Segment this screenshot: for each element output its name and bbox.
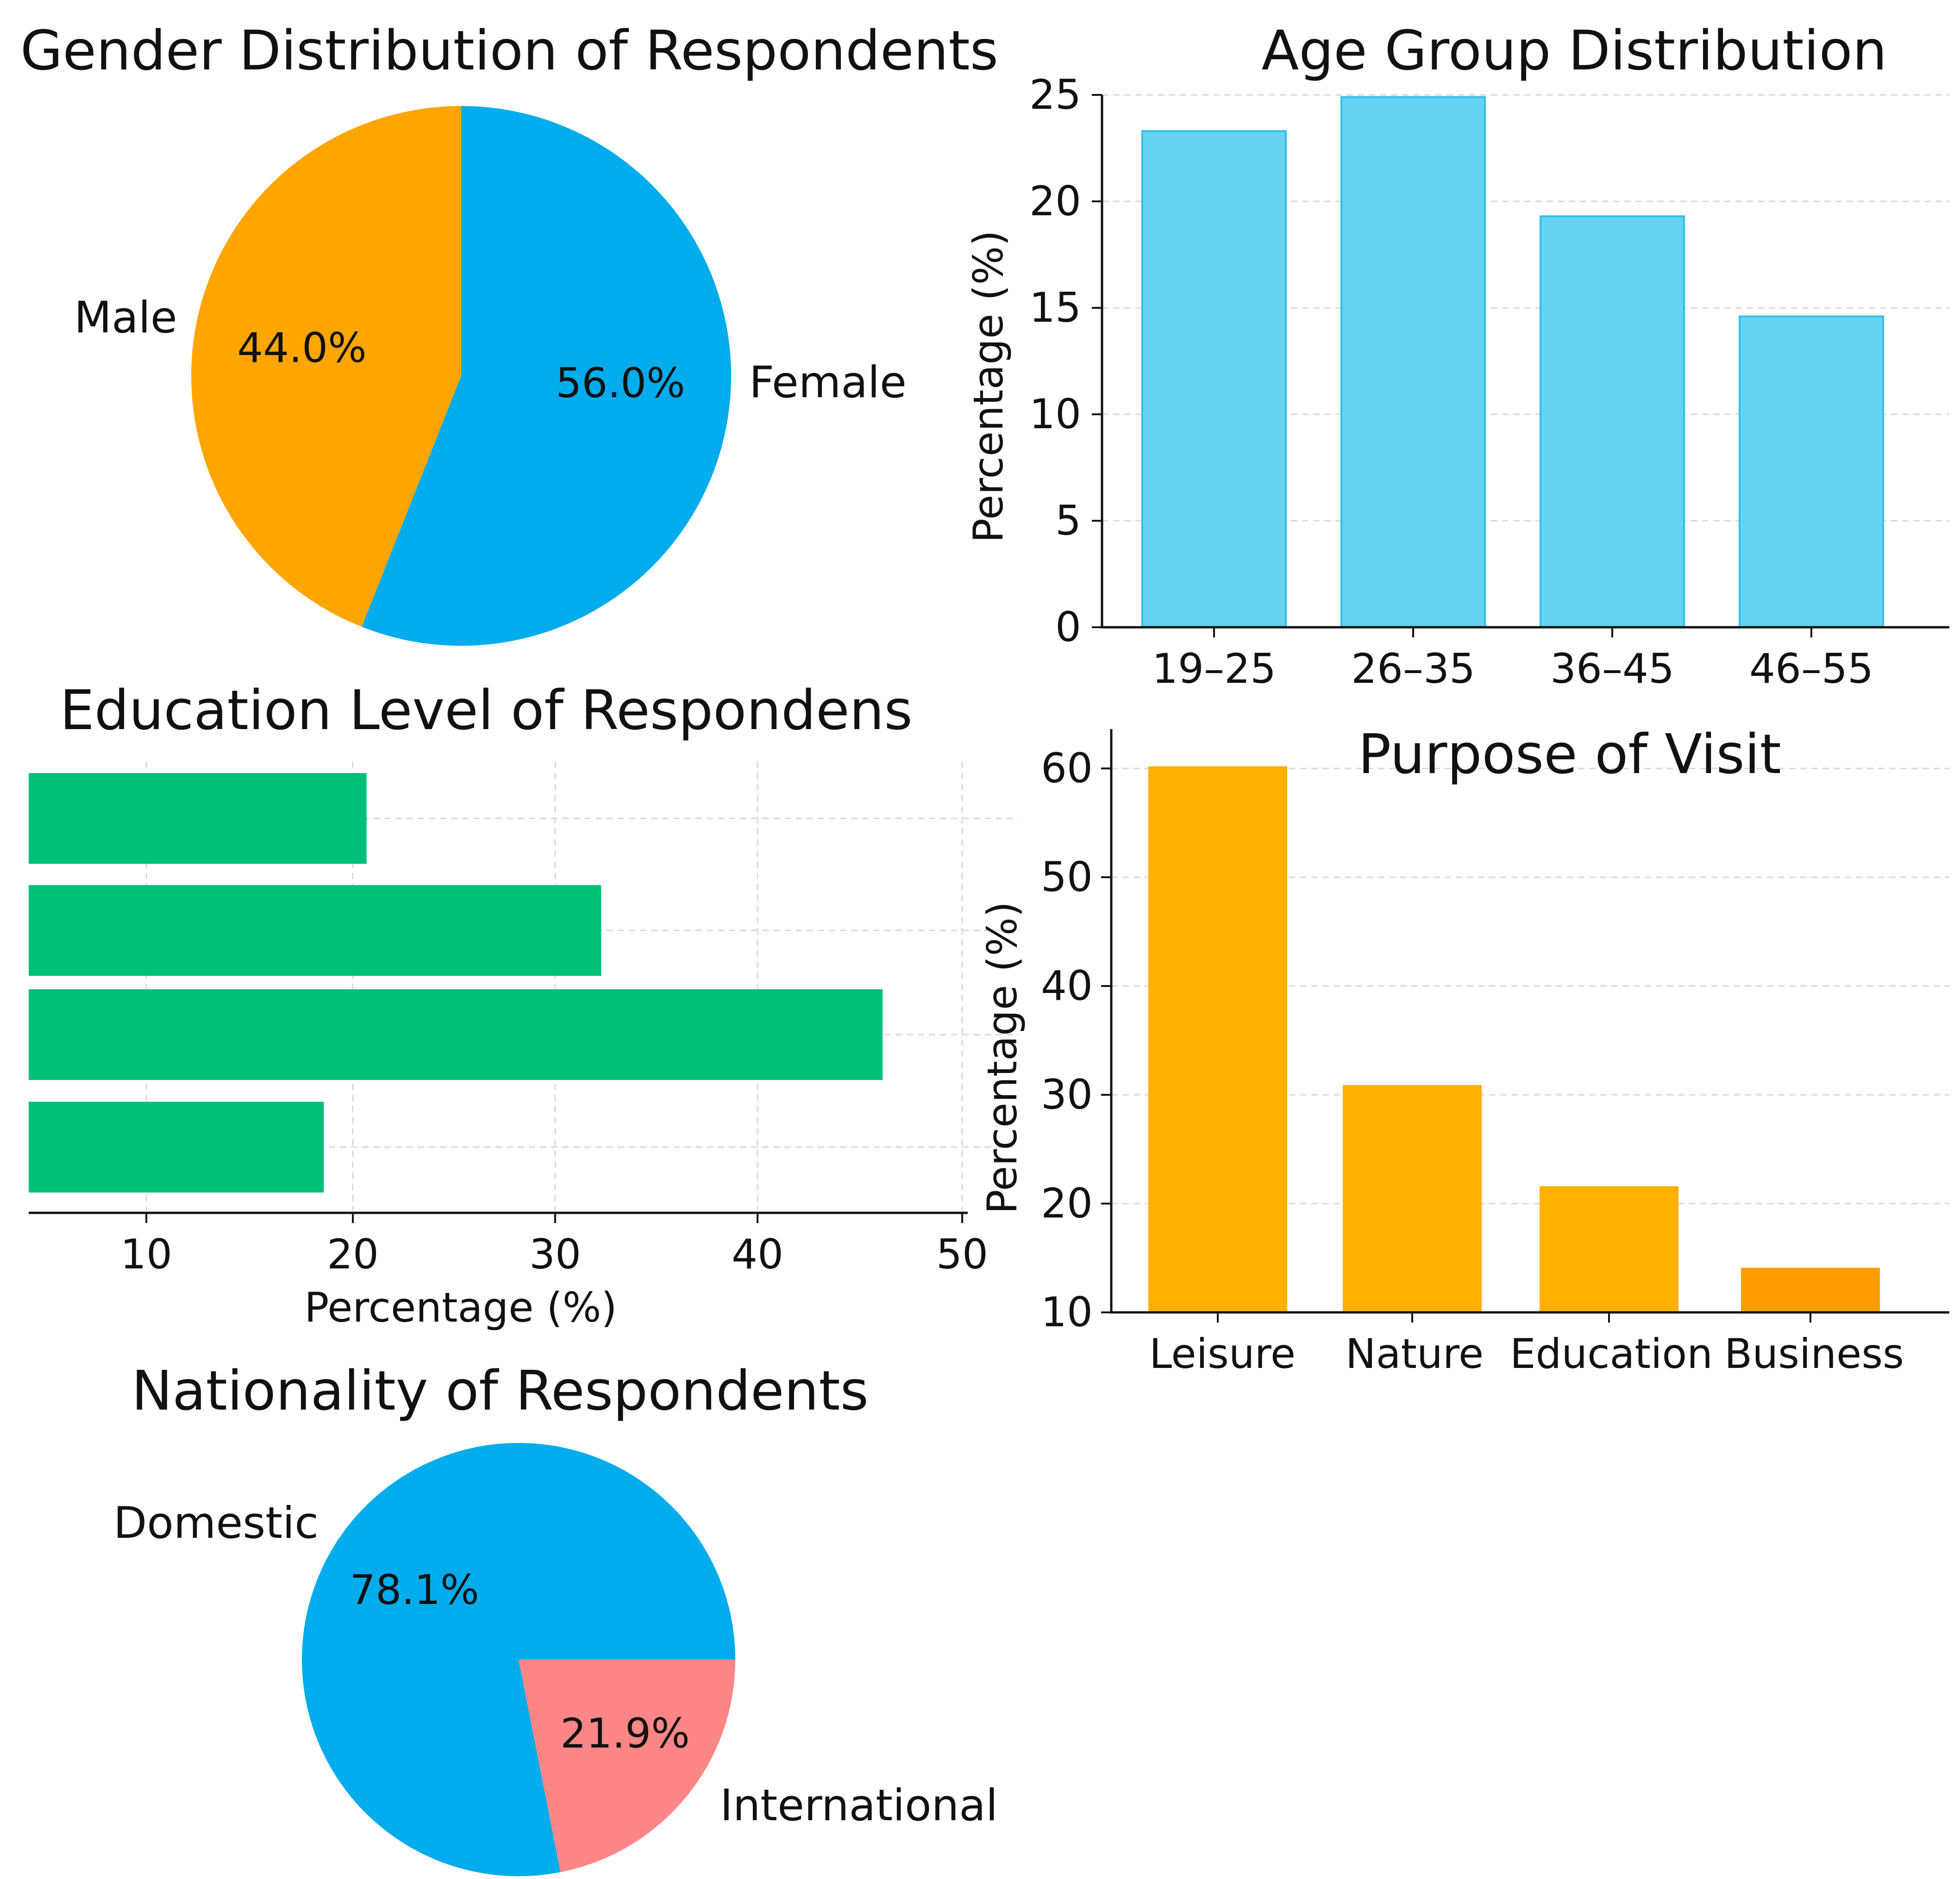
age-bar-46-55	[1739, 315, 1884, 628]
education-xtick-label: 40	[732, 1230, 783, 1278]
age-ytick-label: 5	[1055, 497, 1081, 544]
nationality-pie-chart: Nationality of Respondents Domestic Inte…	[113, 1359, 998, 1877]
pie-label-female: Female	[749, 357, 907, 408]
education-bar-3	[29, 989, 883, 1080]
purpose-ytick-label: 60	[1041, 744, 1093, 792]
age-y-ticks: 0 5 10 15 20 25	[1029, 71, 1102, 651]
education-bar-2	[29, 885, 601, 976]
gender-chart-title: Gender Distribution of Respondents	[20, 19, 998, 82]
pie-pct-domestic: 78.1%	[350, 1566, 479, 1614]
age-bar-36-45	[1540, 215, 1685, 628]
purpose-bar-chart: Purpose of Visit 10 20 30 40 50 60 Leisu…	[978, 722, 1949, 1378]
age-ytick-label: 0	[1055, 603, 1081, 651]
age-x-ticks: 19–25 26–35 36–45 46–55	[1152, 627, 1873, 693]
education-x-ticks: 10 20 30 40 50	[120, 1213, 988, 1278]
purpose-ytick-label: 20	[1041, 1180, 1093, 1227]
purpose-chart-title: Purpose of Visit	[1358, 722, 1781, 786]
age-xtick-label: 36–45	[1550, 645, 1674, 693]
age-bar-26-35	[1340, 96, 1486, 629]
nationality-chart-title: Nationality of Respondents	[132, 1359, 869, 1423]
age-ytick-label: 10	[1029, 390, 1081, 438]
education-bar-chart: Education Level of Respondens 10 20 30 4…	[29, 678, 1019, 1331]
purpose-ytick-label: 10	[1041, 1288, 1093, 1336]
education-chart-title: Education Level of Respondens	[60, 678, 913, 742]
age-ytick-label: 20	[1029, 177, 1081, 225]
pie-label-domestic: Domestic	[113, 1498, 319, 1548]
pie-slice-international	[519, 1660, 735, 1873]
purpose-xtick-label: Education	[1510, 1330, 1713, 1378]
purpose-ytick-label: 30	[1041, 1071, 1093, 1118]
pie-slice-domestic	[302, 1443, 735, 1877]
age-bar-19-25	[1141, 130, 1287, 629]
purpose-xtick-label: Business	[1724, 1330, 1904, 1378]
pie-pct-international: 21.9%	[560, 1710, 690, 1757]
age-y-axis-label: Percentage (%)	[964, 230, 1012, 543]
age-ytick-label: 25	[1029, 71, 1081, 119]
age-xtick-label: 19–25	[1152, 645, 1276, 693]
purpose-bar-business	[1741, 1267, 1880, 1312]
age-bar-chart: Age Group Distribution 0 5 10 15 20 25	[964, 19, 1949, 693]
age-chart-title: Age Group Distribution	[1262, 19, 1887, 82]
pie-pct-female: 56.0%	[556, 359, 685, 407]
pie-pct-male: 44.0%	[237, 324, 367, 372]
purpose-y-ticks: 10 20 30 40 50 60	[1041, 744, 1111, 1336]
purpose-y-axis-label: Percentage (%)	[978, 901, 1026, 1214]
gender-pie-chart: Gender Distribution of Respondents Male …	[20, 19, 998, 646]
purpose-bar-education	[1540, 1186, 1678, 1312]
age-xtick-label: 26–35	[1351, 645, 1475, 693]
purpose-ytick-label: 50	[1041, 853, 1093, 901]
education-x-axis-label: Percentage (%)	[304, 1284, 617, 1331]
pie-label-international: International	[720, 1780, 998, 1831]
purpose-bar-leisure	[1148, 766, 1287, 1312]
education-xtick-label: 20	[327, 1230, 379, 1278]
education-xtick-label: 50	[936, 1230, 988, 1278]
purpose-xtick-label: Nature	[1346, 1330, 1484, 1378]
age-xtick-label: 46–55	[1749, 645, 1873, 693]
purpose-ytick-label: 40	[1041, 962, 1093, 1010]
purpose-x-ticks: Leisure Nature Education Business	[1149, 1312, 1904, 1378]
purpose-bar-nature	[1343, 1085, 1482, 1312]
pie-slice-male	[191, 106, 461, 627]
education-bar-1	[29, 773, 367, 864]
education-xtick-label: 30	[529, 1230, 581, 1278]
purpose-xtick-label: Leisure	[1149, 1330, 1296, 1378]
education-bar-4	[29, 1102, 324, 1192]
age-ytick-label: 15	[1029, 284, 1081, 331]
pie-slice-female	[362, 106, 731, 646]
education-xtick-label: 10	[120, 1230, 172, 1278]
pie-label-male: Male	[74, 293, 177, 343]
